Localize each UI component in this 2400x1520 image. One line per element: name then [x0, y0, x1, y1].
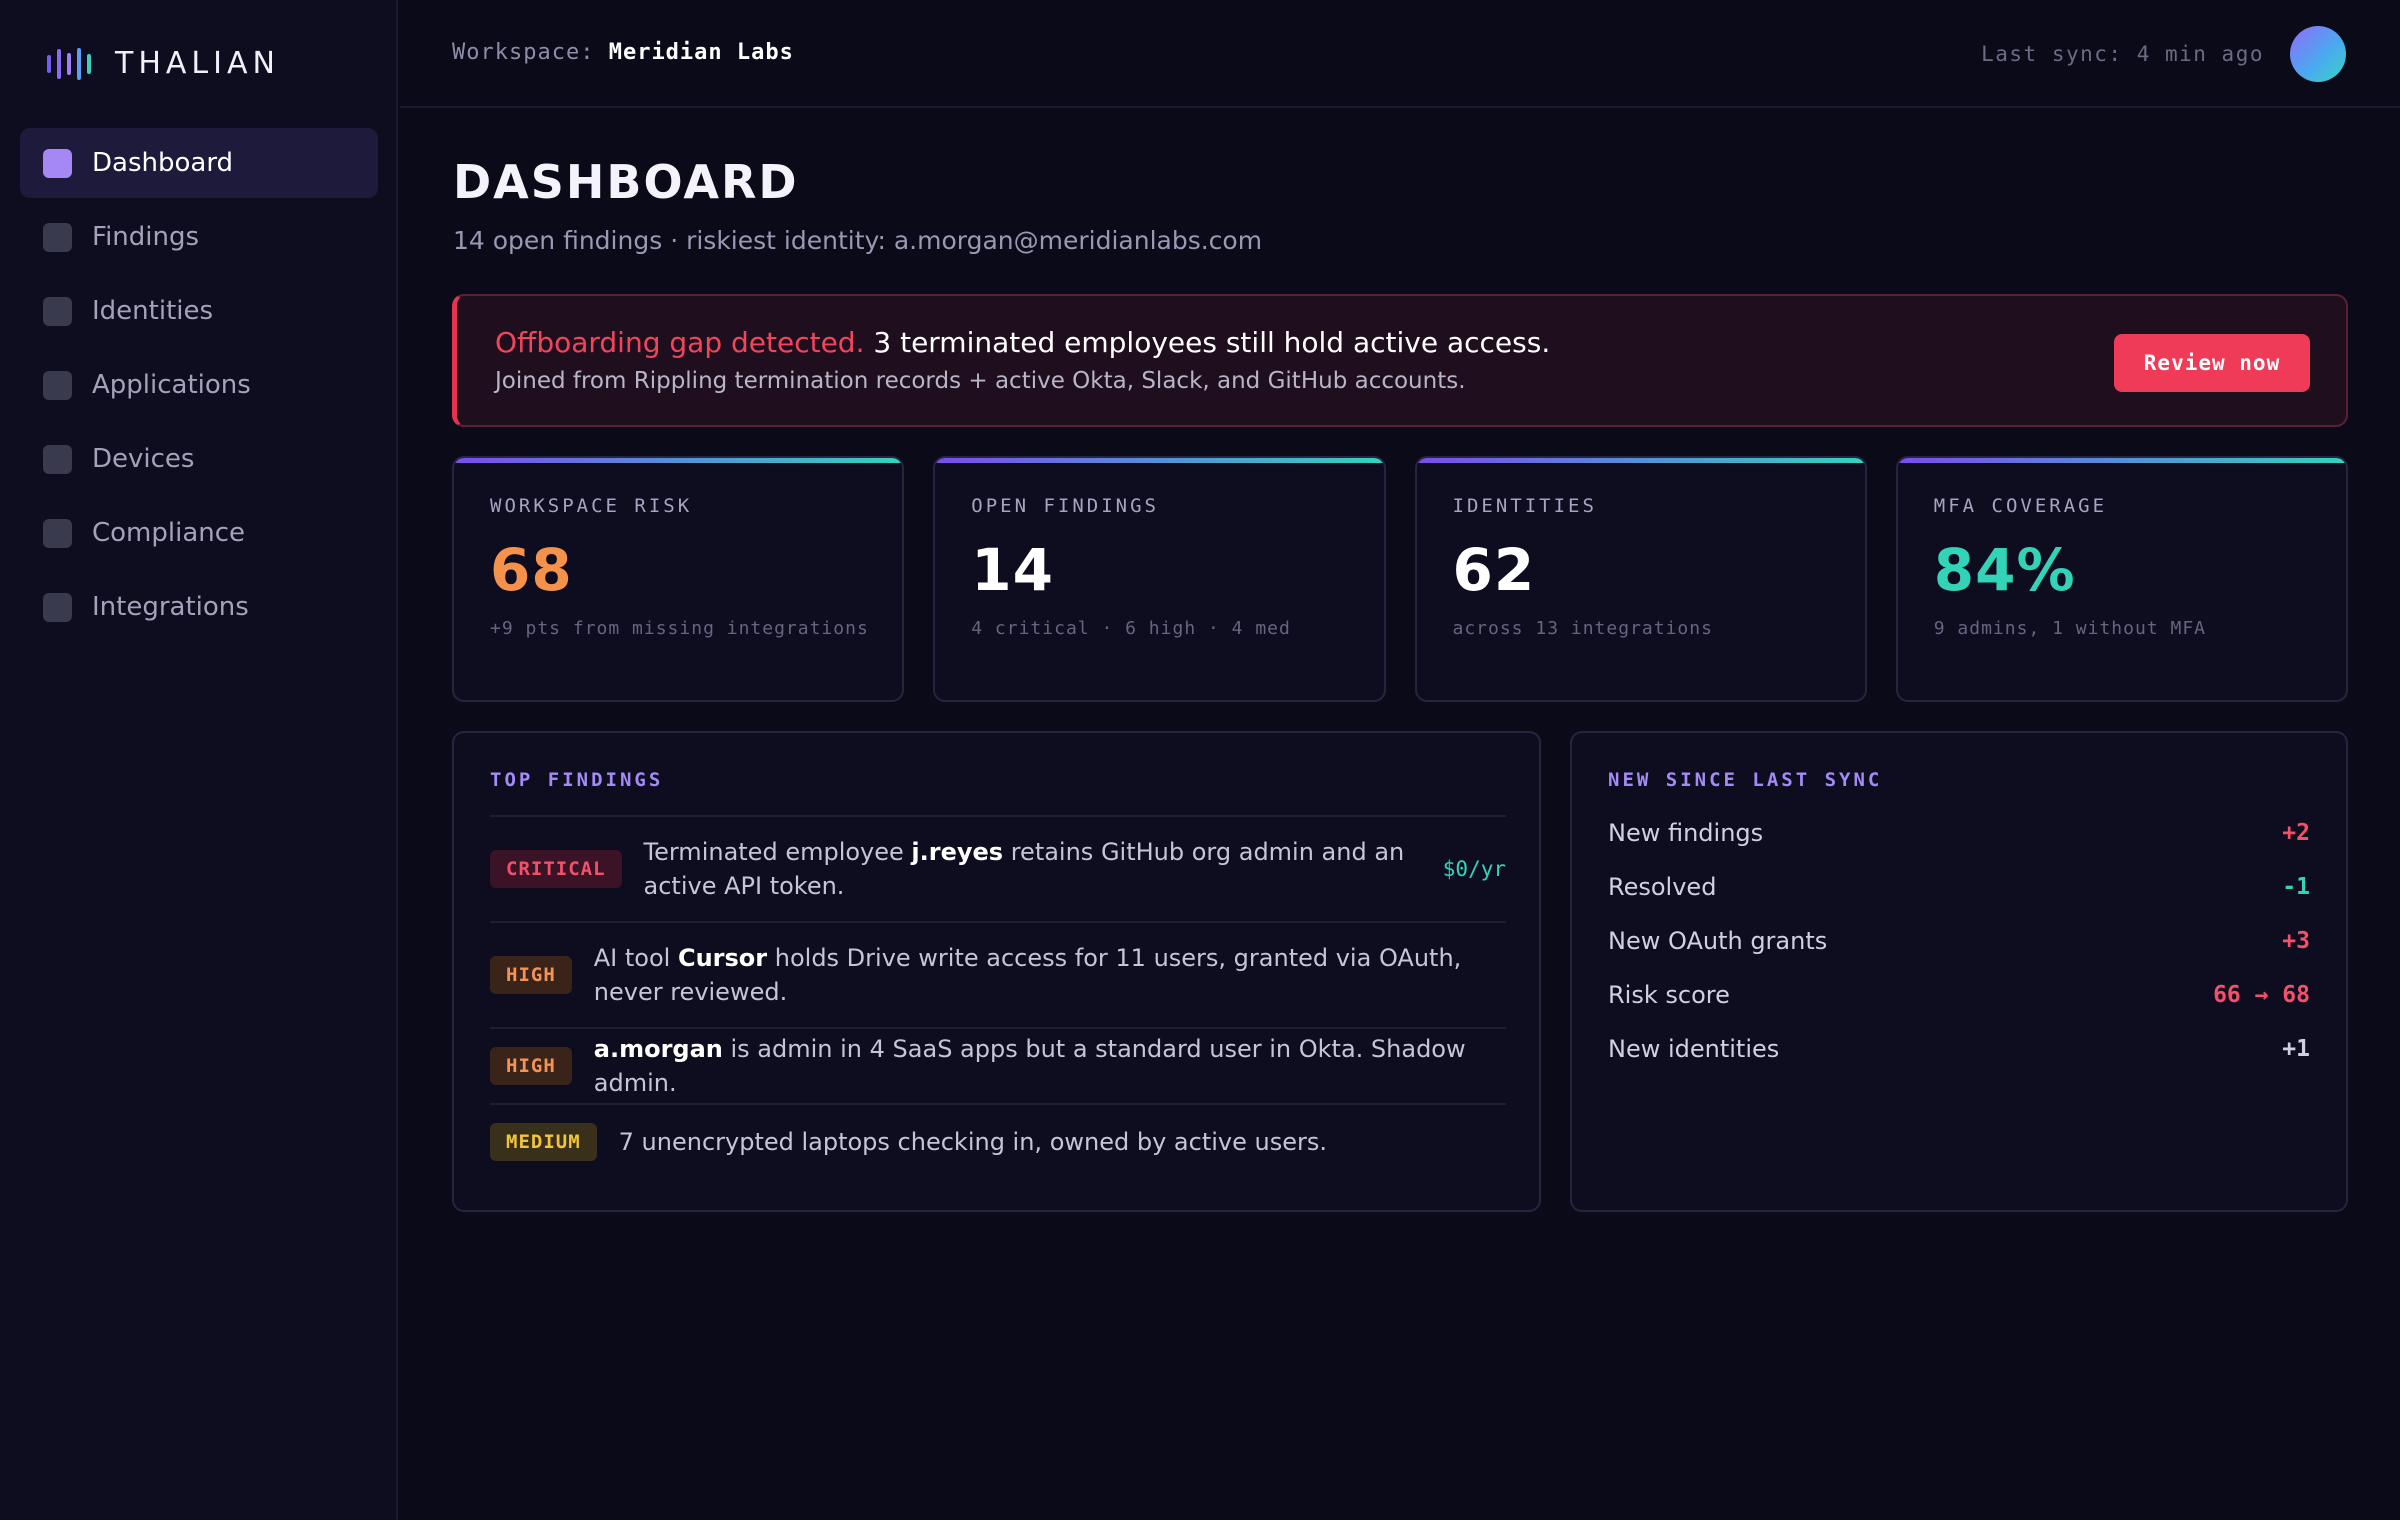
sidebar-item-applications[interactable]: Applications: [20, 350, 378, 420]
panel-title: NEW SINCE LAST SYNC: [1608, 769, 1883, 791]
review-now-button[interactable]: Review now: [2114, 334, 2310, 392]
sidebar-item-devices[interactable]: Devices: [20, 424, 378, 494]
finding-row[interactable]: MEDIUM 7 unencrypted laptops checking in…: [490, 1103, 1506, 1179]
sync-row-label: New OAuth grants: [1608, 927, 1828, 955]
dashboard-icon: [43, 148, 72, 178]
sidebar-item-label: Findings: [92, 222, 200, 252]
stat-note: 4 critical · 6 high · 4 med: [971, 618, 1291, 639]
stat-note: across 13 integrations: [1452, 618, 1713, 639]
stat-card-workspace-risk[interactable]: WORKSPACE RISK 68 +9 pts from missing in…: [452, 456, 905, 702]
sync-row-value: +3: [2282, 928, 2310, 954]
sync-row-value: +2: [2282, 820, 2310, 846]
stat-value: 68: [490, 536, 573, 604]
stat-card-mfa-coverage[interactable]: MFA COVERAGE 84% 9 admins, 1 without MFA: [1895, 456, 2348, 702]
finding-cost: $0/yr: [1442, 857, 1506, 881]
workspace-switcher[interactable]: Workspace: Meridian Labs: [452, 40, 794, 65]
severity-badge: HIGH: [490, 1047, 572, 1085]
sidebar-nav: Dashboard Findings Identities Applicatio…: [20, 128, 378, 646]
sidebar-item-label: Dashboard: [92, 148, 234, 178]
sync-row-value: 66 → 68: [2213, 982, 2310, 1008]
findings-icon: [43, 222, 72, 252]
stat-value: 84%: [1933, 536, 2076, 604]
sidebar-item-integrations[interactable]: Integrations: [20, 572, 378, 642]
stat-label: MFA COVERAGE: [1933, 495, 2108, 517]
sidebar-item-label: Identities: [92, 296, 214, 326]
page-title: DASHBOARD: [453, 155, 799, 209]
stat-label: IDENTITIES: [1452, 495, 1597, 517]
finding-text: AI tool Cursor holds Drive write access …: [593, 944, 1462, 1006]
severity-badge: MEDIUM: [490, 1123, 597, 1161]
stat-note: +9 pts from missing integrations: [490, 618, 869, 639]
finding-text: a.morgan is admin in 4 SaaS apps but a s…: [593, 1035, 1466, 1097]
stat-label: OPEN FINDINGS: [971, 495, 1159, 517]
page-subtitle: 14 open findings · riskiest identity: a.…: [453, 226, 1263, 255]
stat-value: 14: [971, 536, 1054, 604]
stat-cards: WORKSPACE RISK 68 +9 pts from missing in…: [452, 456, 2348, 702]
alert-message: 3 terminated employees still hold active…: [864, 326, 1551, 359]
workspace-label: Workspace:: [452, 40, 595, 65]
sidebar-item-label: Applications: [92, 370, 251, 400]
integrations-icon: [43, 592, 72, 622]
applications-icon: [43, 370, 72, 400]
stat-value: 62: [1452, 536, 1536, 604]
alert-highlight: Offboarding gap detected.: [495, 326, 865, 359]
sync-row-label: Risk score: [1608, 981, 1730, 1009]
sidebar: THALIAN Dashboard Findings Identities Ap…: [0, 0, 398, 1520]
sync-row-risk-score: Risk score 66 → 68: [1608, 975, 2310, 1015]
panel-title: TOP FINDINGS: [490, 769, 664, 791]
sync-row-value: -1: [2282, 874, 2310, 900]
severity-badge: CRITICAL: [490, 850, 622, 888]
alert-title: Offboarding gap detected. 3 terminated e…: [495, 326, 1550, 359]
stat-note: 9 admins, 1 without MFA: [1933, 618, 2206, 639]
sync-row-new-identities: New identities +1: [1608, 1029, 2310, 1069]
sync-row-resolved: Resolved -1: [1608, 867, 2310, 907]
finding-text: Terminated employee j.reyes retains GitH…: [643, 838, 1405, 900]
sync-row-label: Resolved: [1608, 873, 1717, 901]
finding-row[interactable]: HIGH AI tool Cursor holds Drive write ac…: [490, 921, 1506, 1027]
stat-card-open-findings[interactable]: OPEN FINDINGS 14 4 critical · 6 high · 4…: [933, 456, 1386, 702]
alert-detail: Joined from Rippling termination records…: [495, 368, 1466, 394]
identities-icon: [43, 296, 72, 326]
finding-row[interactable]: CRITICAL Terminated employee j.reyes ret…: [490, 815, 1506, 921]
thalian-logo-icon: [47, 47, 91, 80]
sidebar-item-compliance[interactable]: Compliance: [20, 498, 378, 568]
sidebar-item-identities[interactable]: Identities: [20, 276, 378, 346]
severity-badge: HIGH: [490, 956, 572, 994]
new-since-sync-panel: NEW SINCE LAST SYNC New findings +2 Reso…: [1570, 731, 2348, 1212]
sidebar-item-label: Integrations: [92, 592, 249, 622]
stat-label: WORKSPACE RISK: [490, 495, 693, 517]
sidebar-item-label: Compliance: [92, 518, 246, 548]
sync-row-new-findings: New findings +2: [1608, 813, 2310, 853]
sync-row-oauth-grants: New OAuth grants +3: [1608, 921, 2310, 961]
sync-row-value: +1: [2282, 1036, 2310, 1062]
devices-icon: [43, 444, 72, 474]
finding-text: 7 unencrypted laptops checking in, owned…: [618, 1128, 1327, 1156]
user-avatar[interactable]: [2290, 26, 2346, 82]
sync-row-label: New findings: [1608, 819, 1764, 847]
brand-logo[interactable]: THALIAN: [47, 46, 280, 81]
finding-row[interactable]: HIGH a.morgan is admin in 4 SaaS apps bu…: [490, 1027, 1506, 1103]
sidebar-item-dashboard[interactable]: Dashboard: [20, 128, 378, 198]
top-bar: Workspace: Meridian Labs Last sync: 4 mi…: [400, 0, 2400, 108]
sidebar-item-findings[interactable]: Findings: [20, 202, 378, 272]
last-sync-status: Last sync: 4 min ago: [1981, 42, 2264, 66]
brand-name: THALIAN: [115, 46, 280, 81]
sidebar-item-label: Devices: [92, 444, 195, 474]
top-findings-panel: TOP FINDINGS CRITICAL Terminated employe…: [452, 731, 1541, 1212]
sync-row-label: New identities: [1608, 1035, 1780, 1063]
stat-card-identities[interactable]: IDENTITIES 62 across 13 integrations: [1414, 456, 1867, 702]
compliance-icon: [43, 518, 72, 548]
offboarding-alert-banner: Offboarding gap detected. 3 terminated e…: [452, 294, 2348, 427]
workspace-name: Meridian Labs: [608, 40, 794, 65]
